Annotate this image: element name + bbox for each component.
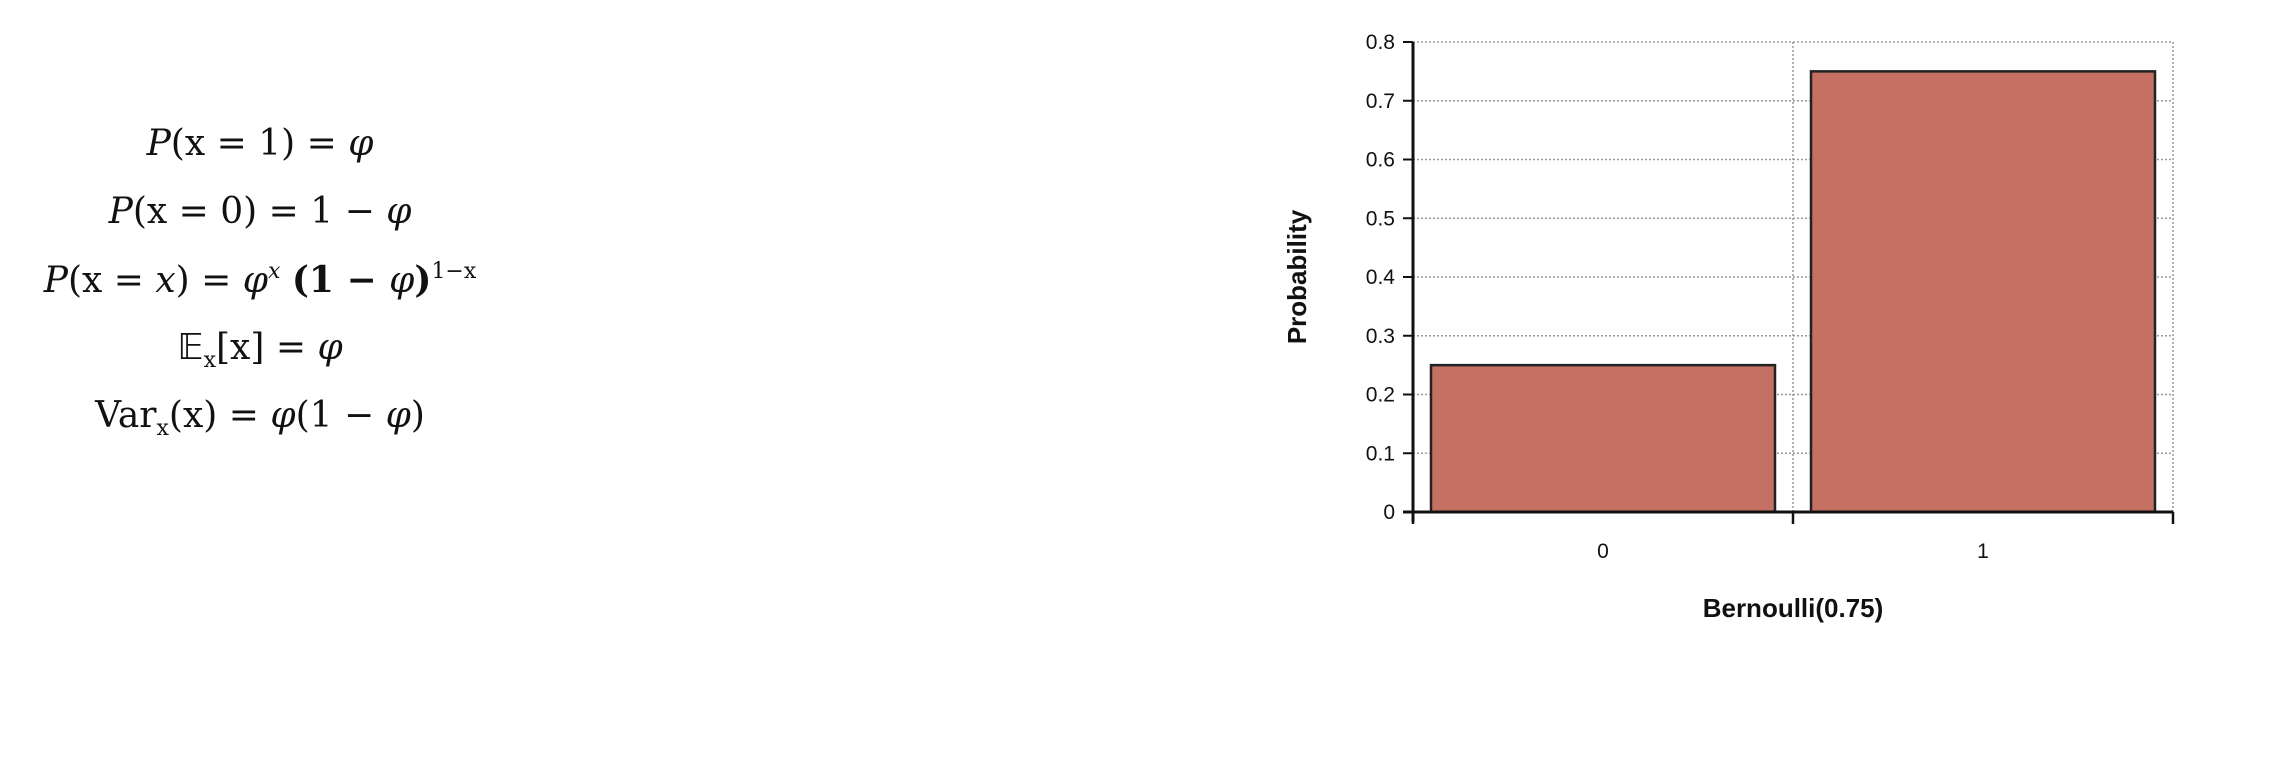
- y-axis-title: Probability: [1282, 209, 1312, 344]
- x-tick-label: 0: [1597, 540, 1609, 563]
- bar-0: [1429, 363, 1777, 514]
- x-tick-label: 1: [1977, 540, 1989, 563]
- y-tick-label: 0.5: [1366, 207, 1395, 230]
- equation-p-x-equals-1: P(x = 1) = φ: [146, 123, 374, 164]
- y-tick-label: 0.3: [1366, 325, 1395, 348]
- chart-labels: 0 0.1 0.2 0.3 0.4 0.5 0.6 0.7 0.8 0 1: [1366, 31, 1989, 563]
- bar-1: [1809, 70, 2157, 514]
- y-tick-label: 0.6: [1366, 149, 1395, 172]
- y-tick-label: 0.2: [1366, 384, 1395, 407]
- y-tick-label: 0.1: [1366, 442, 1395, 465]
- y-tick-label: 0.4: [1366, 266, 1396, 289]
- equations-panel: P(x = 1) = φ P(x = 0) = 1 − φ P(x = x) =…: [0, 110, 520, 450]
- equation-p-x-equals-0: P(x = 0) = 1 − φ: [108, 191, 412, 232]
- equation-pmf: P(x = x) = φx (1 − φ)1−x: [43, 259, 477, 301]
- y-tick-label: 0.7: [1366, 90, 1395, 113]
- y-tick-label: 0: [1383, 501, 1395, 524]
- bernoulli-bar-chart: 00.10.20.30.40.50.60.70.80 1 Probability …: [1282, 31, 2175, 623]
- y-tick-label: 0.8: [1366, 31, 1395, 54]
- equation-expectation: 𝔼x[x] = φ: [177, 327, 343, 373]
- equation-variance: Varx(x) = φ(1 − φ): [95, 395, 425, 441]
- x-axis-title: Bernoulli(0.75): [1703, 593, 1884, 623]
- chart-axes: [1403, 41, 2175, 524]
